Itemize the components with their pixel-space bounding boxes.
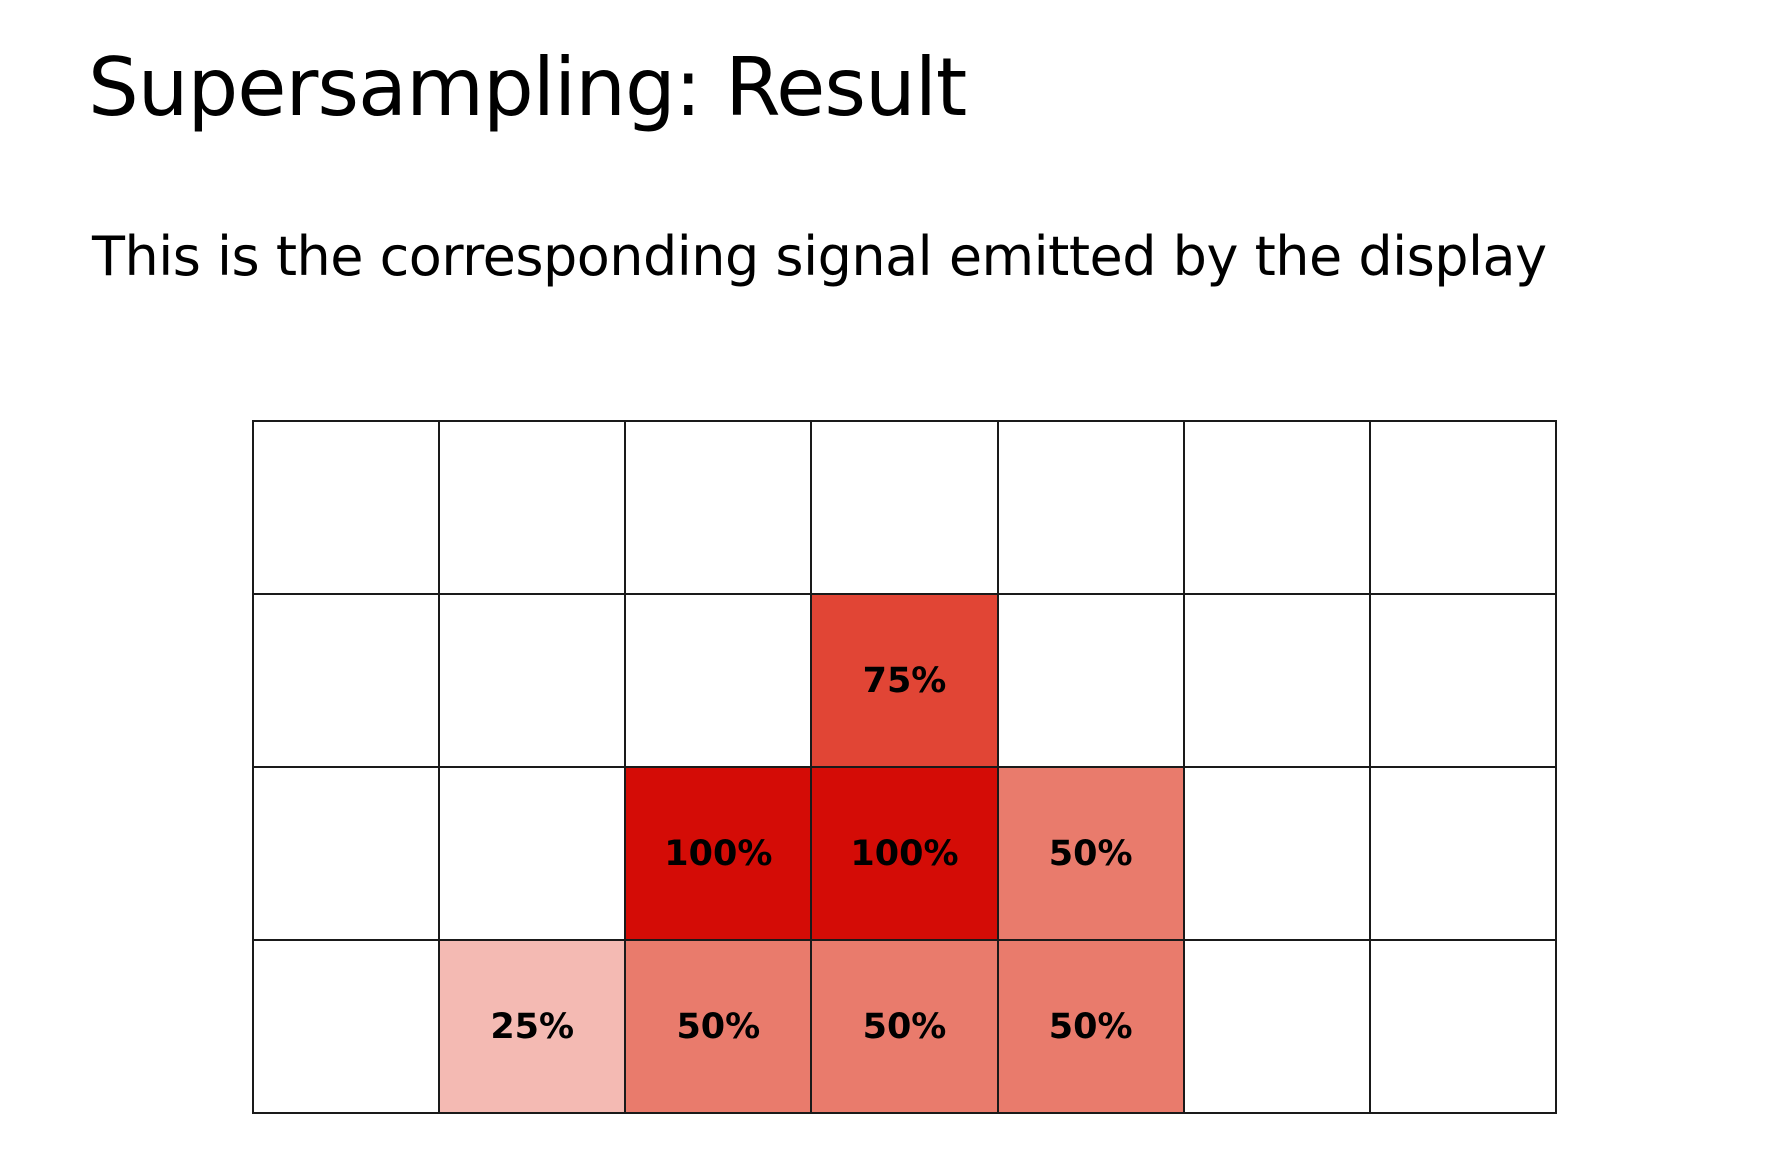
pixel-coverage-label: 50% [1048,833,1133,874]
pixel-coverage-label: 75% [862,660,947,701]
pixel-cell [1184,422,1371,595]
pixel-cell [1184,941,1371,1114]
pixel-cell [998,595,1185,768]
pixel-cell [626,595,813,768]
pixel-cell [1370,595,1557,768]
pixel-coverage-label: 50% [676,1006,761,1047]
pixel-coverage-label: 100% [664,833,773,874]
pixel-cell [1370,941,1557,1114]
pixel-cell [440,768,627,941]
pixel-coverage-label: 100% [850,833,959,874]
pixel-cell [254,941,441,1114]
pixel-cell [440,422,627,595]
pixel-coverage-label: 50% [862,1006,947,1047]
pixel-coverage-label: 50% [1048,1006,1133,1047]
pixel-cell [812,422,999,595]
pixel-cell: 50% [998,941,1185,1114]
pixel-grid: 75% 100% 100% 50% 25% 50% 50% 50% [252,420,1557,1114]
pixel-cell: 50% [998,768,1185,941]
pixel-cell [626,422,813,595]
pixel-cell [1184,768,1371,941]
pixel-cell [998,422,1185,595]
pixel-cell [440,595,627,768]
pixel-cell [1184,595,1371,768]
pixel-cell [254,422,441,595]
pixel-cell [1370,422,1557,595]
pixel-cell: 50% [812,941,999,1114]
pixel-cell: 100% [626,768,813,941]
pixel-cell: 25% [440,941,627,1114]
pixel-cell: 100% [812,768,999,941]
slide-title: Supersampling: Result [88,41,967,134]
slide-subtitle: This is the corresponding signal emitted… [92,225,1547,288]
pixel-cell [254,768,441,941]
pixel-cell: 75% [812,595,999,768]
pixel-cell: 50% [626,941,813,1114]
pixel-coverage-label: 25% [490,1006,575,1047]
pixel-cell [254,595,441,768]
pixel-cell [1370,768,1557,941]
